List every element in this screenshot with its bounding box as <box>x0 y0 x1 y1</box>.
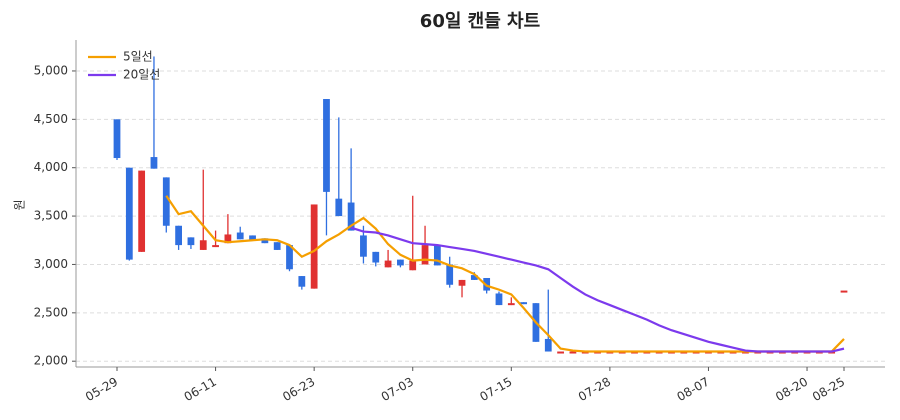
candle-body <box>310 204 318 289</box>
x-tick-label: 07-03 <box>379 375 416 405</box>
candle-body <box>199 240 207 250</box>
ma-line <box>165 195 845 353</box>
x-tick-label: 07-28 <box>576 375 613 405</box>
candle-body <box>298 276 306 287</box>
candle-body <box>840 290 848 293</box>
candle-body <box>495 293 503 306</box>
candle-body <box>138 170 146 252</box>
candle-body <box>249 235 256 241</box>
x-tick-label: 05-29 <box>83 375 120 405</box>
candle-body <box>557 351 564 354</box>
candle-body <box>458 279 466 286</box>
candle-body <box>162 177 170 226</box>
candle-body <box>446 264 454 285</box>
x-tick-label: 08-20 <box>773 375 810 405</box>
candle-body <box>236 232 244 240</box>
candle-body <box>212 245 219 248</box>
candle-body <box>421 245 429 265</box>
candle-body <box>384 260 392 268</box>
candle-body <box>397 259 404 266</box>
chart-title: 60일 캔들 차트 <box>420 11 540 32</box>
candle-body <box>273 242 281 250</box>
candle-body <box>372 251 380 263</box>
candle-body <box>286 245 293 270</box>
candle-body <box>175 225 182 246</box>
candle-body <box>125 167 133 260</box>
y-tick-label: 3,000 <box>34 257 68 271</box>
x-tick-label: 06-23 <box>280 375 317 405</box>
candle-body <box>347 202 355 231</box>
candle-body <box>470 275 478 280</box>
y-axis-label: 원 <box>13 199 27 210</box>
candle-body <box>335 198 343 217</box>
x-tick-label: 08-25 <box>810 375 847 405</box>
candle-body <box>261 238 269 244</box>
x-tick-label: 06-11 <box>182 375 219 405</box>
candle-body <box>520 302 528 305</box>
y-tick-label: 4,500 <box>34 112 68 126</box>
candle-body <box>323 99 330 192</box>
legend-label: 20일선 <box>123 68 160 82</box>
candle-body <box>544 338 552 352</box>
x-tick-label: 08-07 <box>675 375 712 405</box>
candle-body <box>360 235 367 257</box>
candle-body <box>150 157 158 169</box>
legend-label: 5일선 <box>123 50 153 64</box>
y-tick-label: 3,500 <box>34 209 68 223</box>
candle-body <box>507 303 515 306</box>
candle-body <box>433 245 441 266</box>
candle-body <box>409 260 417 271</box>
y-tick-label: 4,000 <box>34 160 68 174</box>
y-tick-label: 5,000 <box>34 63 68 77</box>
x-tick-label: 07-15 <box>477 375 514 405</box>
y-tick-label: 2,000 <box>34 354 68 368</box>
candle-body <box>113 119 121 159</box>
candle-body <box>569 351 577 354</box>
candle-body <box>187 237 195 246</box>
candle-body <box>224 234 232 244</box>
ma-line <box>350 226 845 353</box>
y-tick-label: 2,500 <box>34 305 68 319</box>
